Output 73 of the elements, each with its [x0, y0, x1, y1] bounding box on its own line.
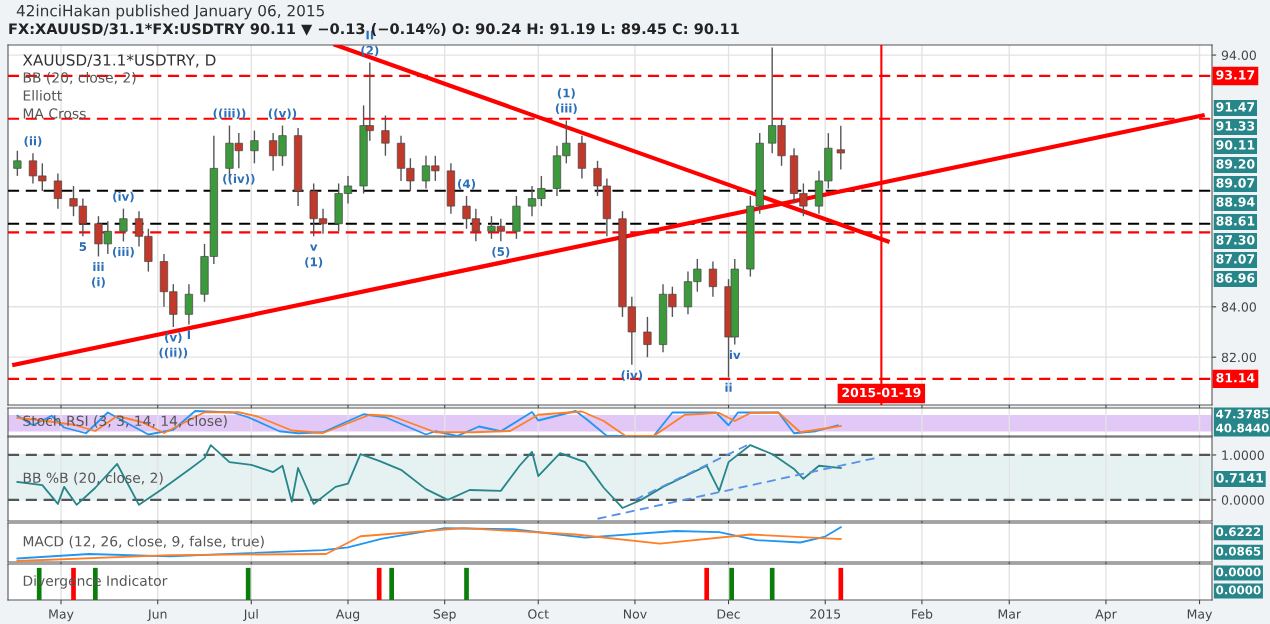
text: 89.20 — [1216, 159, 1255, 169]
x-tick-label: Aug — [335, 609, 360, 622]
y-tick-label: 82.00 — [1221, 352, 1256, 363]
x-tick-label: Dec — [717, 609, 740, 619]
annotation: ((ii)) — [159, 347, 188, 359]
x-tick-label: Jul — [243, 609, 258, 622]
annotation: I — [187, 330, 191, 339]
annotation: (iii) — [555, 103, 577, 115]
ref-line-label: 2015-01-19 — [842, 387, 921, 398]
chart-title: 42inciHakan published January 06, 2015 — [16, 4, 324, 20]
candlestick — [381, 114, 390, 157]
annotation: 5 — [79, 242, 87, 252]
text: 0.0865 — [1216, 546, 1261, 556]
x-tick-label: Sep — [433, 609, 456, 622]
annotation: (ii) — [24, 136, 42, 147]
annotation: (iii) — [112, 246, 134, 258]
annotation: XAUUSD/31.1*USDTRY, D — [22, 54, 216, 68]
text: 87.30 — [1216, 235, 1255, 245]
text: 86.96 — [1216, 273, 1255, 283]
line-series — [16, 444, 842, 509]
annotation: Elliott — [23, 90, 62, 101]
annotation: iv — [729, 350, 741, 360]
candlestick — [643, 316, 652, 358]
y-tick-label: 84.00 — [1221, 302, 1256, 312]
x-tick-label: 2015 — [810, 609, 841, 619]
annotation: v — [310, 244, 318, 251]
text: 91.47 — [1216, 102, 1255, 112]
text: 91.33 — [1216, 121, 1255, 131]
x-tick-label: Apr — [1095, 609, 1117, 622]
candlestick — [13, 150, 22, 177]
ref-line-label: 93.17 — [1216, 70, 1255, 80]
annotation: ((iii)) — [213, 108, 246, 120]
x-tick-label: Feb — [912, 609, 933, 619]
annotation: (1) — [557, 88, 575, 99]
text: 88.94 — [1216, 197, 1255, 207]
y-tick-label: 94.00 — [1221, 50, 1256, 60]
x-tick-label: Mar — [998, 609, 1022, 619]
text: 0.6222 — [1216, 527, 1261, 537]
annotation: (1) — [305, 257, 323, 268]
annotation: II — [366, 30, 374, 40]
annotation: (4) — [458, 179, 476, 190]
annotation: (iv) — [113, 191, 134, 203]
candlestick — [836, 125, 845, 171]
x-tick-label: Nov — [623, 609, 647, 619]
annotation: ((v)) — [268, 108, 297, 120]
annotation: (2) — [361, 45, 379, 57]
ref-line-label: 81.14 — [1216, 372, 1255, 383]
y-tick-label: 0.0000 — [1221, 495, 1264, 505]
candlestick — [119, 207, 128, 243]
x-tick-label: Jun — [147, 609, 167, 622]
annotation: ii — [725, 382, 732, 392]
x-tick-label: Oct — [528, 609, 549, 619]
annotation: ((iv)) — [223, 173, 255, 185]
text: 0.7141 — [1216, 473, 1263, 483]
x-tick-label: May — [49, 609, 74, 622]
x-tick-label: May — [1187, 609, 1213, 622]
annotation: (v) — [165, 332, 182, 344]
candlestick — [184, 283, 193, 326]
text: 88.61 — [1216, 216, 1255, 226]
y-tick-label: 1.0000 — [1222, 450, 1264, 460]
candlestick — [708, 260, 718, 298]
annotation: (5) — [492, 246, 510, 258]
text: 47.3785 — [1216, 409, 1269, 419]
candlestick — [53, 172, 62, 210]
candlestick — [250, 129, 259, 165]
text: 87.07 — [1216, 254, 1255, 264]
text: 40.8440 — [1216, 423, 1269, 433]
annotation: MACD (12, 26, close, 9, false, true) — [23, 535, 264, 549]
annotation: iii — [93, 262, 104, 271]
text: 90.11 — [1216, 140, 1255, 150]
text: 89.07 — [1216, 178, 1255, 188]
annotation: MA Cross — [23, 108, 86, 119]
annotation: (i) — [92, 277, 105, 288]
